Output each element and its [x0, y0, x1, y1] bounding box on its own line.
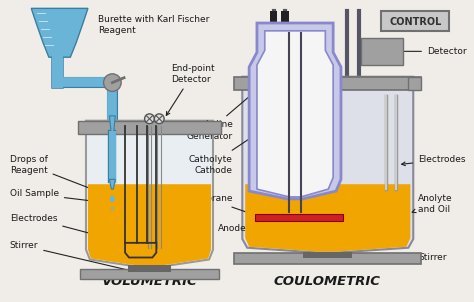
Ellipse shape — [110, 195, 115, 202]
Circle shape — [155, 114, 164, 124]
Bar — [128, 265, 171, 272]
Polygon shape — [245, 184, 410, 252]
Text: CONTROL: CONTROL — [389, 17, 441, 27]
Ellipse shape — [111, 207, 114, 210]
Text: Anolyte
and Oil: Anolyte and Oil — [412, 194, 453, 214]
Polygon shape — [86, 121, 213, 267]
Text: End-point
Detector: End-point Detector — [166, 64, 215, 115]
Bar — [282, 11, 289, 23]
Polygon shape — [257, 31, 333, 197]
Bar — [409, 77, 421, 90]
Bar — [235, 252, 421, 264]
Text: Burette with Karl Fischer
Reagent: Burette with Karl Fischer Reagent — [98, 15, 209, 35]
Text: COULOMETRIC: COULOMETRIC — [274, 275, 381, 288]
Text: Stirrer: Stirrer — [351, 253, 447, 262]
Text: Anode: Anode — [218, 224, 291, 239]
Text: Electrodes: Electrodes — [401, 155, 465, 165]
Polygon shape — [88, 184, 211, 266]
Polygon shape — [31, 8, 88, 57]
Text: Membrane: Membrane — [184, 194, 258, 217]
Text: Catholyte
Cathode: Catholyte Cathode — [189, 133, 258, 175]
Text: Detector: Detector — [365, 47, 466, 56]
Bar — [270, 11, 277, 23]
Text: Iodine
Generator: Iodine Generator — [186, 84, 264, 140]
Polygon shape — [109, 116, 115, 135]
Text: Stirrer: Stirrer — [10, 241, 146, 275]
Text: Drops of
Reagent: Drops of Reagent — [10, 155, 113, 198]
Bar — [78, 121, 221, 134]
Circle shape — [145, 114, 155, 124]
Circle shape — [103, 74, 121, 92]
Text: Oil Sample: Oil Sample — [10, 189, 111, 205]
Polygon shape — [242, 77, 413, 252]
Bar — [381, 11, 449, 31]
Text: Electrodes: Electrodes — [10, 214, 141, 248]
Polygon shape — [249, 23, 341, 199]
Bar — [255, 214, 343, 221]
Bar — [235, 77, 421, 90]
Bar — [303, 252, 352, 259]
Text: VOLUMETRIC: VOLUMETRIC — [101, 275, 197, 288]
Bar — [362, 38, 402, 65]
Bar — [80, 269, 219, 279]
Polygon shape — [109, 179, 115, 189]
